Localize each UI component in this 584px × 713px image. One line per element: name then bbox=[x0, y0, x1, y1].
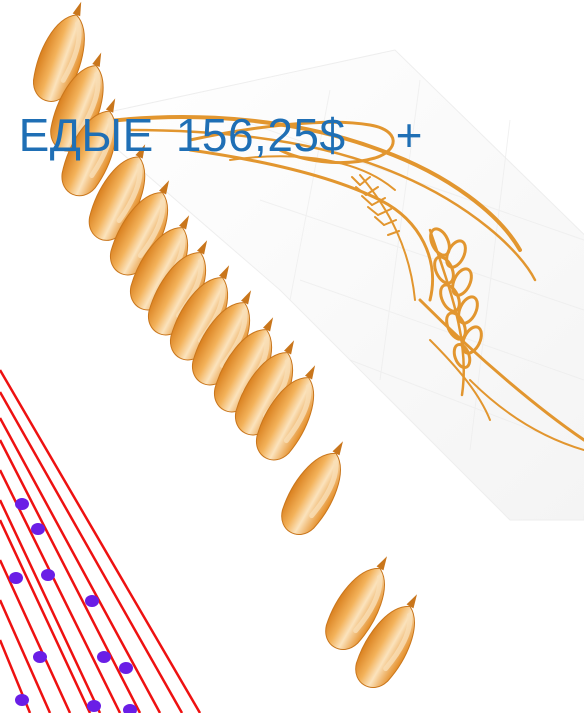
red-lines bbox=[0, 369, 202, 713]
grain-chain bbox=[33, 1, 417, 688]
headline: ЕДЫЕ 156,25$ + bbox=[0, 54, 423, 162]
wheat-grain-icon bbox=[325, 556, 387, 650]
wheat-grain-icon bbox=[33, 1, 85, 102]
wheat-grain-icon bbox=[61, 98, 117, 197]
headline-text: ЕДЫЕ bbox=[18, 109, 154, 161]
wheat-grain-icon bbox=[255, 365, 316, 461]
wheat-ear-icon bbox=[98, 115, 584, 451]
wheat-grain-icon bbox=[281, 441, 343, 535]
wheat-grain-icon bbox=[355, 594, 417, 688]
headline-price: 156,25$ bbox=[175, 109, 346, 161]
wheat-panel bbox=[94, 49, 584, 521]
purple-dots bbox=[9, 498, 137, 713]
wheat-grain-icon bbox=[109, 180, 170, 276]
headline-plus: + bbox=[395, 109, 423, 161]
